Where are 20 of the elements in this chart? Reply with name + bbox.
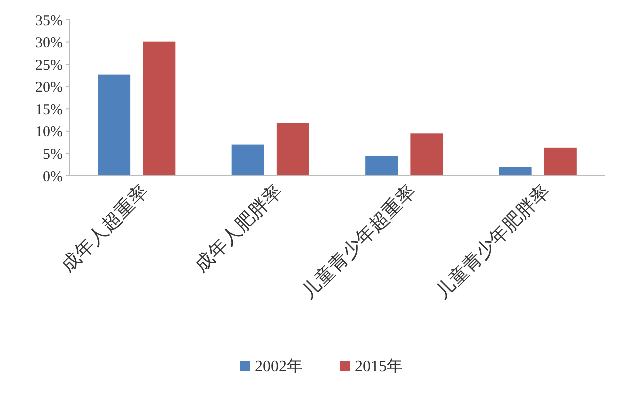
y-tick-label: 15% xyxy=(36,102,63,118)
x-tick-label: 儿童青少年肥胖率 xyxy=(431,180,554,304)
bar xyxy=(366,156,398,176)
bar xyxy=(499,167,532,176)
y-tick-label: 25% xyxy=(36,58,63,74)
x-tick-label: 儿童青少年超重率 xyxy=(298,180,421,304)
bar xyxy=(98,74,131,176)
bar xyxy=(276,123,310,176)
y-tick-label: 10% xyxy=(36,124,63,141)
y-tick-label: 35% xyxy=(36,13,63,30)
y-tick-label: 30% xyxy=(36,36,63,52)
bar xyxy=(232,144,264,176)
y-tick-label: 5% xyxy=(43,146,63,163)
y-tick-label: 20% xyxy=(36,80,63,96)
bar xyxy=(544,148,577,176)
x-tick-label: 成年人肥胖率 xyxy=(190,180,287,277)
bar xyxy=(410,134,444,176)
legend-label: 2002年 xyxy=(255,358,303,376)
bar xyxy=(143,42,176,176)
legend-label: 2015年 xyxy=(355,358,403,376)
